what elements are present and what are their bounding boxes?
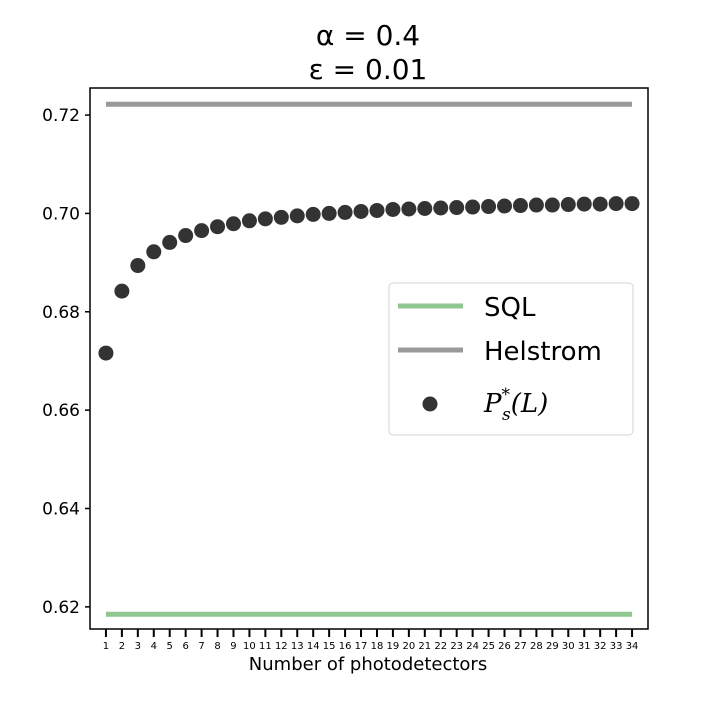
- legend-helstrom-label: Helstrom: [484, 337, 602, 367]
- x-tick-label: 31: [578, 641, 591, 652]
- x-tick-label: 1: [103, 641, 109, 652]
- data-point: [353, 203, 369, 219]
- x-tick-label: 3: [135, 641, 141, 652]
- x-tick-label: 21: [418, 641, 431, 652]
- x-tick-label: 7: [198, 641, 204, 652]
- data-point: [401, 201, 417, 217]
- data-point: [210, 219, 226, 235]
- data-point: [225, 216, 241, 232]
- y-tick-label: 0.62: [42, 598, 80, 618]
- data-point: [512, 198, 528, 214]
- data-point: [528, 197, 544, 213]
- x-tick-label: 15: [323, 641, 336, 652]
- data-point: [337, 204, 353, 220]
- legend-ps-base: P: [483, 389, 502, 419]
- data-point: [465, 199, 481, 215]
- data-point: [178, 228, 194, 244]
- x-tick-label: 22: [434, 641, 447, 652]
- x-tick-label: 23: [450, 641, 463, 652]
- x-tick-label: 5: [167, 641, 173, 652]
- data-point: [241, 213, 257, 229]
- data-point: [481, 199, 497, 215]
- x-tick-label: 16: [339, 641, 352, 652]
- x-tick-label: 27: [514, 641, 527, 652]
- x-tick-label: 19: [387, 641, 400, 652]
- legend-sql-label: SQL: [484, 293, 536, 323]
- x-tick-label: 33: [610, 641, 623, 652]
- data-point: [369, 202, 385, 218]
- x-axis-label: Number of photodetectors: [249, 654, 487, 675]
- y-axis: 0.62 0.64 0.66 0.68 0.70 0.72: [42, 106, 90, 618]
- data-point: [114, 283, 130, 299]
- x-tick-label: 18: [371, 641, 384, 652]
- data-point: [544, 197, 560, 213]
- x-tick-label: 26: [498, 641, 511, 652]
- data-point: [576, 196, 592, 212]
- data-point: [162, 234, 178, 250]
- legend-box: [388, 282, 634, 436]
- data-point: [497, 198, 513, 214]
- x-tick-label: 13: [291, 641, 304, 652]
- x-tick-label: 28: [530, 641, 543, 652]
- x-tick-label: 2: [119, 641, 125, 652]
- x-tick-label: 32: [594, 641, 607, 652]
- data-point: [385, 201, 401, 217]
- data-point: [417, 200, 433, 216]
- x-axis: 1 2 3 4 5 6 7 8 9 10 11 12 13 14 15 16 17 18 19 20 21 22 23 24 2…: [103, 629, 639, 652]
- x-tick-label: 20: [402, 641, 415, 652]
- data-point: [624, 196, 640, 212]
- x-tick-label: 4: [151, 641, 157, 652]
- y-tick-label: 0.64: [42, 500, 80, 520]
- x-tick-label: 17: [355, 641, 368, 652]
- y-tick-label: 0.70: [42, 204, 80, 224]
- x-tick-label: 24: [466, 641, 479, 652]
- x-tick-label: 6: [182, 641, 188, 652]
- data-point: [560, 197, 576, 213]
- legend: SQL Helstrom P* s(L): [388, 282, 634, 436]
- y-tick-label: 0.68: [42, 303, 80, 323]
- legend-ps-arg: (L): [511, 389, 549, 419]
- chart-title-line-2: ε = 0.01: [309, 53, 428, 86]
- data-point: [98, 345, 114, 361]
- legend-ps-sup: *: [502, 385, 511, 405]
- data-points: [98, 196, 640, 361]
- data-point: [592, 196, 608, 212]
- data-point: [433, 200, 449, 216]
- data-point: [257, 211, 273, 227]
- data-point: [289, 208, 305, 224]
- legend-ps-sub: s: [502, 405, 511, 425]
- data-point: [321, 205, 337, 221]
- legend-ps-label: P* s(L): [483, 385, 548, 425]
- data-point: [130, 258, 146, 274]
- x-tick-label: 10: [243, 641, 256, 652]
- x-tick-label: 25: [482, 641, 495, 652]
- x-tick-label: 9: [230, 641, 236, 652]
- reference-lines: [105, 101, 633, 617]
- data-point: [608, 196, 624, 212]
- chart-title-line-1: α = 0.4: [316, 19, 420, 52]
- x-tick-label: 8: [214, 641, 220, 652]
- data-point: [194, 223, 210, 239]
- legend-ps-marker: [422, 396, 438, 412]
- y-tick-label: 0.66: [42, 401, 80, 421]
- x-tick-label: 12: [275, 641, 288, 652]
- x-tick-label: 30: [562, 641, 575, 652]
- y-tick-label: 0.72: [42, 106, 80, 126]
- data-point: [146, 244, 162, 260]
- x-tick-label: 11: [259, 641, 272, 652]
- x-tick-label: 14: [307, 641, 320, 652]
- x-tick-label: 34: [626, 641, 639, 652]
- data-point: [305, 206, 321, 222]
- x-tick-label: 29: [546, 641, 559, 652]
- data-point: [449, 200, 465, 216]
- data-point: [273, 209, 289, 225]
